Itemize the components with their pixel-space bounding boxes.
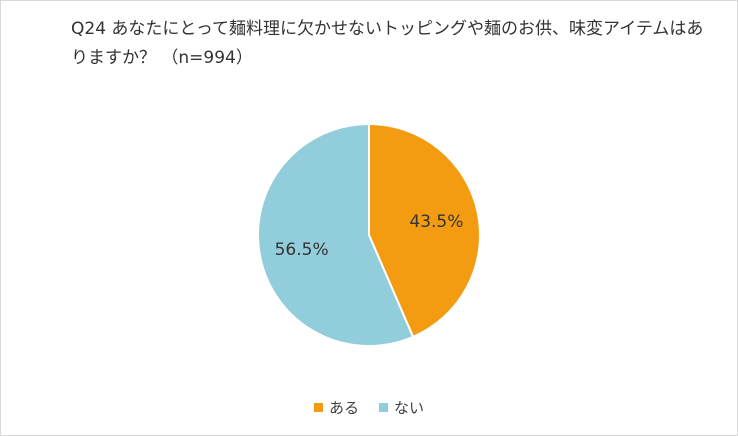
pie-slice-aru	[368, 122, 481, 339]
data-label-nai: 56.5%	[275, 240, 329, 260]
data-label-aru: 43.5%	[409, 212, 463, 232]
legend-swatch-nai	[379, 403, 388, 412]
legend-swatch-aru	[313, 403, 323, 412]
chart-title-line-2: りますか？ （n=994）	[71, 48, 253, 68]
legend-label-nai: ない	[394, 399, 425, 417]
chart-title-line-1: Q24 あなたにとって麺料理に欠かせないトッピングや麺のお供、味変アイテムはあ	[71, 19, 704, 39]
legend-item-aru: ある	[313, 397, 359, 418]
chart-title: Q24 あなたにとって麺料理に欠かせないトッピングや麺のお供、味変アイテムはあ …	[71, 15, 704, 73]
pie-slice-nai	[257, 122, 415, 347]
legend-label-aru: ある	[328, 399, 359, 417]
legend: ある ない	[1, 397, 737, 418]
legend-item-nai: ない	[379, 397, 424, 418]
